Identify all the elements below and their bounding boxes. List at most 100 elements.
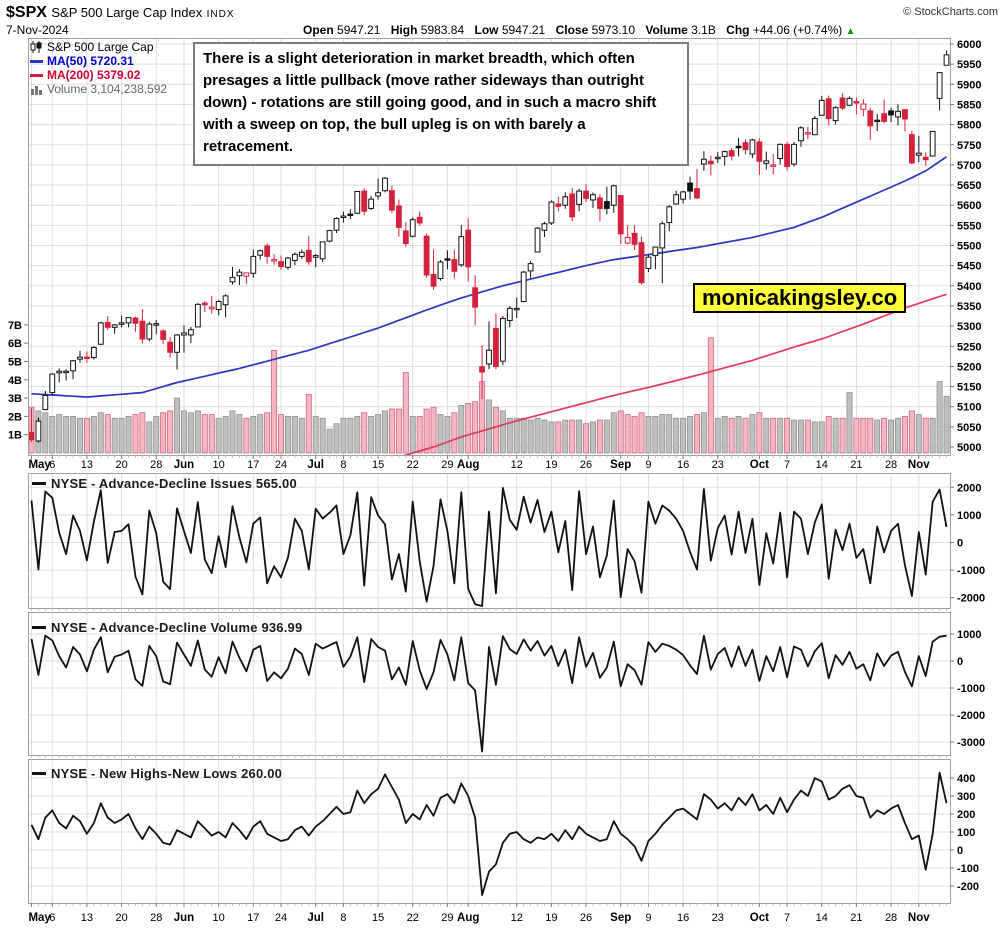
stockcharts-credit: © StockCharts.com <box>903 6 998 18</box>
volume-label: Volume <box>645 23 688 37</box>
svg-text:Jul: Jul <box>307 912 324 924</box>
svg-text:5750: 5750 <box>957 140 981 152</box>
svg-text:24: 24 <box>275 912 287 924</box>
svg-text:28: 28 <box>150 459 162 471</box>
svg-text:9: 9 <box>645 459 651 471</box>
svg-text:26: 26 <box>580 459 592 471</box>
watermark: monicakingsley.co <box>693 283 907 313</box>
svg-text:6: 6 <box>49 912 55 924</box>
svg-text:Sep: Sep <box>610 459 631 471</box>
svg-text:-200: -200 <box>957 881 979 893</box>
svg-text:200: 200 <box>957 809 975 821</box>
ad-issues-panel-title: NYSE - Advance-Decline Issues 565.00 <box>32 476 297 491</box>
svg-text:5600: 5600 <box>957 200 981 212</box>
svg-text:-2000: -2000 <box>957 593 985 605</box>
line-swatch-icon <box>32 772 46 775</box>
svg-text:14: 14 <box>816 912 828 924</box>
day-tick-marks <box>30 455 947 907</box>
ma50-line-icon <box>30 59 43 63</box>
svg-text:22: 22 <box>407 912 419 924</box>
ticker-symbol: $SPX <box>6 4 47 21</box>
svg-text:12: 12 <box>511 459 523 471</box>
high-label: High <box>390 23 418 37</box>
svg-text:300: 300 <box>957 791 975 803</box>
svg-text:3B: 3B <box>8 393 22 405</box>
svg-text:Nov: Nov <box>908 912 930 924</box>
ad-volume-panel-title: NYSE - Advance-Decline Volume 936.99 <box>32 620 302 635</box>
svg-text:26: 26 <box>580 912 592 924</box>
svg-text:1B: 1B <box>8 430 22 442</box>
svg-text:5700: 5700 <box>957 160 981 172</box>
svg-text:5500: 5500 <box>957 241 981 253</box>
annotation-box: There is a slight deterioration in marke… <box>193 42 689 166</box>
svg-text:24: 24 <box>275 459 287 471</box>
low-value: 5947.21 <box>501 23 546 37</box>
svg-text:23: 23 <box>712 459 724 471</box>
svg-text:May: May <box>28 912 51 924</box>
svg-text:-3000: -3000 <box>957 737 985 749</box>
nhnl-title-text: NYSE - New Highs-New Lows 260.00 <box>51 766 283 781</box>
line-swatch-icon <box>32 482 46 485</box>
svg-text:17: 17 <box>247 459 259 471</box>
nhnl-line <box>30 771 948 896</box>
svg-text:13: 13 <box>81 912 93 924</box>
svg-text:5550: 5550 <box>957 220 981 232</box>
svg-text:5900: 5900 <box>957 79 981 91</box>
svg-text:Jun: Jun <box>174 912 194 924</box>
candlestick-icon <box>30 41 42 53</box>
svg-text:15: 15 <box>372 459 384 471</box>
volume-value: 3.1B <box>691 23 716 37</box>
volume-bars-icon <box>31 85 42 95</box>
svg-text:5200: 5200 <box>957 361 981 373</box>
main-chart-legend: S&P 500 Large Cap MA(50) 5720.31 MA(200)… <box>30 40 167 96</box>
candles <box>28 50 950 443</box>
svg-text:15: 15 <box>372 912 384 924</box>
svg-text:5250: 5250 <box>957 341 981 353</box>
high-value: 5983.84 <box>420 23 465 37</box>
svg-text:1000: 1000 <box>957 510 981 522</box>
legend-series-row: S&P 500 Large Cap <box>30 40 167 54</box>
svg-text:Sep: Sep <box>610 912 631 924</box>
svg-text:5350: 5350 <box>957 301 981 313</box>
svg-text:Aug: Aug <box>457 459 479 471</box>
svg-text:4B: 4B <box>8 375 22 387</box>
legend-ma50-row: MA(50) 5720.31 <box>30 54 167 68</box>
svg-text:5100: 5100 <box>957 402 981 414</box>
svg-text:28: 28 <box>885 912 897 924</box>
svg-text:Jun: Jun <box>174 459 194 471</box>
svg-text:1000: 1000 <box>957 629 981 641</box>
svg-text:5800: 5800 <box>957 120 981 132</box>
svg-text:5B: 5B <box>8 357 22 369</box>
legend-series-label: S&P 500 Large Cap <box>47 40 154 54</box>
ma200-line-icon <box>30 73 43 77</box>
low-label: Low <box>474 23 499 37</box>
open-label: Open <box>303 23 334 37</box>
svg-text:-2000: -2000 <box>957 710 985 722</box>
svg-text:2B: 2B <box>8 411 22 423</box>
svg-text:16: 16 <box>677 912 689 924</box>
svg-text:100: 100 <box>957 827 975 839</box>
svg-text:17: 17 <box>247 912 259 924</box>
svg-text:5400: 5400 <box>957 281 981 293</box>
ma50-line <box>31 156 947 398</box>
svg-text:19: 19 <box>545 912 557 924</box>
svg-text:19: 19 <box>545 459 557 471</box>
svg-text:6: 6 <box>49 459 55 471</box>
up-arrow-icon: ▲ <box>845 26 856 37</box>
svg-text:28: 28 <box>150 912 162 924</box>
volume-axis-labels: 1B 2B 3B 4B 5B 6B 7B <box>8 320 28 442</box>
chart-header: $SPX S&P 500 Large Cap Index INDX <box>6 4 235 22</box>
close-value: 5973.10 <box>591 23 635 37</box>
svg-text:Oct: Oct <box>750 912 769 924</box>
svg-text:-1000: -1000 <box>957 565 985 577</box>
svg-text:5300: 5300 <box>957 321 981 333</box>
svg-text:May: May <box>28 459 51 471</box>
chg-label: Chg <box>726 23 750 37</box>
svg-text:6000: 6000 <box>957 39 981 51</box>
svg-text:8: 8 <box>340 459 346 471</box>
svg-text:Aug: Aug <box>457 912 479 924</box>
svg-text:0: 0 <box>957 656 963 668</box>
svg-text:13: 13 <box>81 459 93 471</box>
